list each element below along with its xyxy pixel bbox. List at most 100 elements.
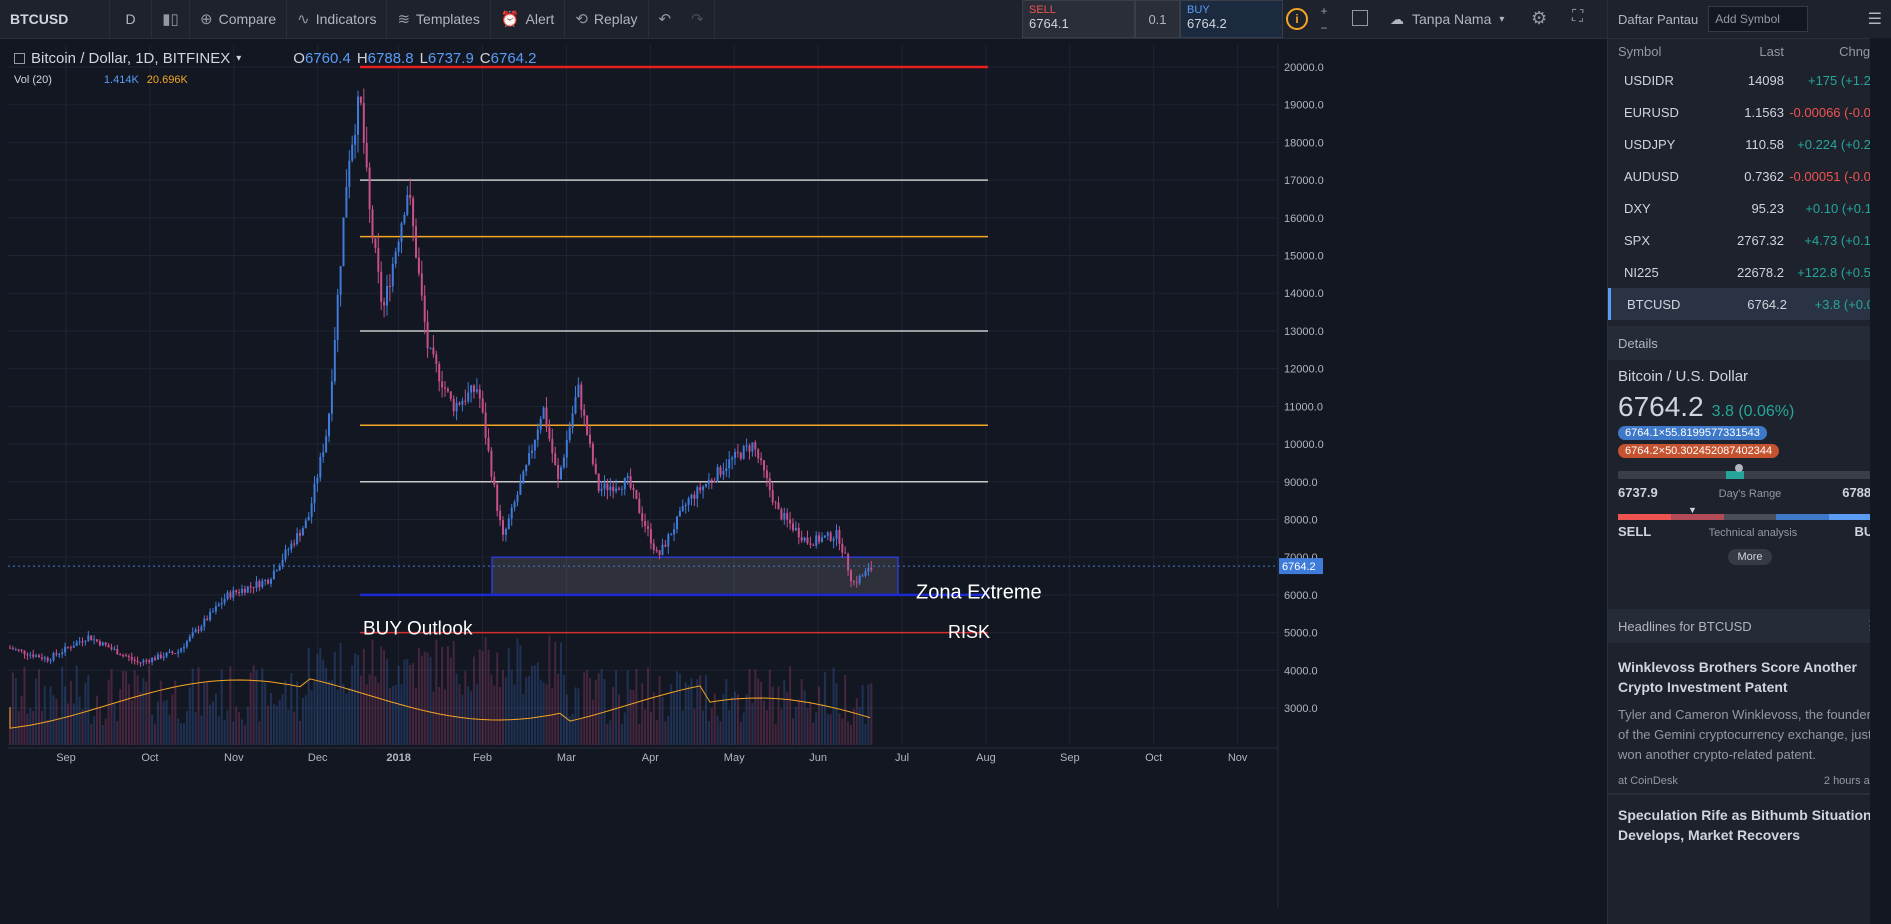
candle-body bbox=[742, 446, 745, 459]
qty-stepper[interactable]: + − bbox=[1316, 2, 1332, 36]
watchlist-row[interactable]: USDIDR 14098 +175 (+1.26%) bbox=[1608, 64, 1891, 96]
watchlist-row[interactable]: BTCUSD 6764.2 +3.8 (+0.06%) bbox=[1608, 288, 1891, 320]
info-icon[interactable]: i bbox=[1286, 8, 1308, 30]
volume-bar bbox=[533, 665, 536, 745]
volume-bar bbox=[458, 684, 461, 745]
y-tick-label: 12000.0 bbox=[1284, 364, 1324, 376]
minus-icon[interactable]: − bbox=[1320, 20, 1328, 35]
candle-body bbox=[803, 537, 806, 541]
volume-bar bbox=[246, 706, 249, 745]
candle-body bbox=[490, 450, 493, 477]
interval-button[interactable]: D bbox=[110, 0, 152, 38]
news-item[interactable]: Winklevoss Brothers Score Another Crypto… bbox=[1608, 643, 1891, 793]
volume-bar bbox=[426, 652, 429, 745]
news-title[interactable]: Speculation Rife as Bithumb Situation De… bbox=[1618, 807, 1872, 843]
watchlist-row[interactable]: NI225 22678.2 +122.8 (+0.54%) bbox=[1608, 256, 1891, 288]
price-chart[interactable]: 20000.0 19000.0 18000.0 17000.0 16000.0 15000… bbox=[8, 45, 1330, 907]
extreme-zone-box[interactable] bbox=[491, 556, 899, 596]
candle-body bbox=[90, 635, 93, 641]
watchlist-row[interactable]: USDJPY 110.58 +0.224 (+0.20%) bbox=[1608, 128, 1891, 160]
candle-body bbox=[223, 599, 226, 603]
add-symbol-input[interactable]: Add Symbol bbox=[1708, 6, 1809, 32]
news-item[interactable]: Speculation Rife as Bithumb Situation De… bbox=[1608, 793, 1891, 845]
chart-annotation-text[interactable]: RISK bbox=[948, 622, 990, 642]
watchlist-row[interactable]: DXY 95.23 +0.10 (+0.11%) bbox=[1608, 192, 1891, 224]
watchlist-row[interactable]: SPX 2767.32 +4.73 (+0.17%) bbox=[1608, 224, 1891, 256]
undo-button[interactable]: ↶ bbox=[649, 0, 682, 38]
alert-button[interactable]: ⏰ Alert bbox=[491, 0, 566, 38]
fullscreen-square-icon[interactable] bbox=[1352, 10, 1368, 26]
title-chevron-icon[interactable]: ▾ bbox=[236, 53, 242, 64]
volume-bar bbox=[159, 680, 162, 745]
volume-bar bbox=[803, 690, 806, 745]
candle-body bbox=[435, 354, 438, 365]
volume-bar bbox=[742, 712, 745, 745]
volume-bar bbox=[26, 713, 29, 745]
col-last[interactable]: Last bbox=[1759, 44, 1784, 59]
candle-body bbox=[748, 445, 751, 452]
settings-gear-icon[interactable]: ⚙ bbox=[1531, 8, 1548, 28]
templates-button[interactable]: ≋ Templates bbox=[387, 0, 491, 38]
volume-bar bbox=[702, 710, 705, 745]
indicators-button[interactable]: ∿ Indicators bbox=[287, 0, 388, 38]
plus-icon[interactable]: + bbox=[1320, 3, 1328, 18]
indicators-icon: ∿ bbox=[297, 11, 310, 28]
buy-button[interactable]: BUY 6764.2 bbox=[1180, 0, 1283, 38]
volume-label[interactable]: Vol (20) bbox=[14, 74, 52, 86]
watchlist-title[interactable]: Daftar Pantau bbox=[1618, 11, 1699, 27]
redo-button[interactable]: ↷ bbox=[681, 0, 715, 38]
volume-bar bbox=[391, 686, 394, 745]
y-tick-label: 15000.0 bbox=[1284, 251, 1324, 263]
candle-body bbox=[797, 527, 800, 538]
candle-body bbox=[823, 535, 826, 538]
volume-bar bbox=[794, 706, 797, 745]
layout-button[interactable]: ☁ Tanpa Nama ▾ bbox=[1390, 0, 1504, 38]
quantity-field[interactable]: 0.1 bbox=[1135, 0, 1180, 38]
volume-bar bbox=[226, 710, 229, 745]
collapse-icon[interactable] bbox=[14, 53, 25, 64]
volume-bar bbox=[249, 672, 252, 745]
volume-bar bbox=[377, 682, 380, 745]
chart-annotation-text[interactable]: Zona Extreme bbox=[916, 582, 1042, 604]
x-tick-label: Mar bbox=[557, 752, 576, 764]
volume-bar bbox=[322, 659, 325, 745]
more-button[interactable]: More bbox=[1728, 549, 1772, 565]
symbol-search-button[interactable]: BTCUSD bbox=[0, 0, 110, 38]
sell-button[interactable]: SELL 6764.1 bbox=[1022, 0, 1135, 38]
replay-button[interactable]: ⟲ Replay bbox=[565, 0, 649, 38]
watchlist-row[interactable]: EURUSD 1.1563 -0.00066 (-0.06%) bbox=[1608, 96, 1891, 128]
candle-body bbox=[40, 657, 43, 659]
watchlist-menu-icon[interactable]: ☰ bbox=[1867, 11, 1882, 28]
col-symbol[interactable]: Symbol bbox=[1618, 44, 1662, 59]
y-tick-label: 11000.0 bbox=[1284, 401, 1323, 413]
candle-body bbox=[258, 581, 261, 588]
candle-body bbox=[212, 611, 214, 613]
candle-body bbox=[560, 467, 562, 480]
volume-bar bbox=[75, 665, 78, 745]
symbol-title: Bitcoin / Dollar, 1D, BITFINEX bbox=[31, 50, 231, 67]
candle-body bbox=[571, 413, 574, 428]
candle-body bbox=[394, 251, 397, 264]
volume-bar bbox=[64, 686, 67, 745]
volume-bar bbox=[333, 651, 336, 745]
volume-bar bbox=[301, 697, 304, 745]
chart-type-button[interactable]: ▮▯ bbox=[152, 0, 190, 38]
x-tick-label: Nov bbox=[224, 752, 244, 764]
compare-button[interactable]: ⊕ Compare bbox=[190, 0, 288, 38]
volume-bar bbox=[383, 649, 386, 745]
candle-body bbox=[261, 580, 264, 588]
watchlist-row[interactable]: AUDUSD 0.7362 -0.00051 (-0.07%) bbox=[1608, 160, 1891, 192]
expand-icon[interactable]: ⛶ bbox=[1572, 8, 1584, 25]
details-section-header[interactable]: Details bbox=[1608, 326, 1891, 360]
candle-body bbox=[574, 397, 577, 414]
volume-bar bbox=[638, 724, 641, 745]
news-title[interactable]: Winklevoss Brothers Score Another Crypto… bbox=[1618, 659, 1857, 695]
layout-name: Tanpa Nama bbox=[1412, 11, 1492, 27]
volume-bar bbox=[487, 649, 490, 745]
volume-bar bbox=[319, 647, 322, 745]
day-range-label: Day's Range bbox=[1718, 488, 1782, 500]
volume-bar bbox=[612, 686, 615, 745]
chart-annotation-text[interactable]: BUY Outlook bbox=[363, 618, 473, 639]
candle-body bbox=[687, 498, 690, 505]
watchlist-body: USDIDR 14098 +175 (+1.26%) EURUSD 1.1563 -0.0… bbox=[1608, 64, 1891, 320]
